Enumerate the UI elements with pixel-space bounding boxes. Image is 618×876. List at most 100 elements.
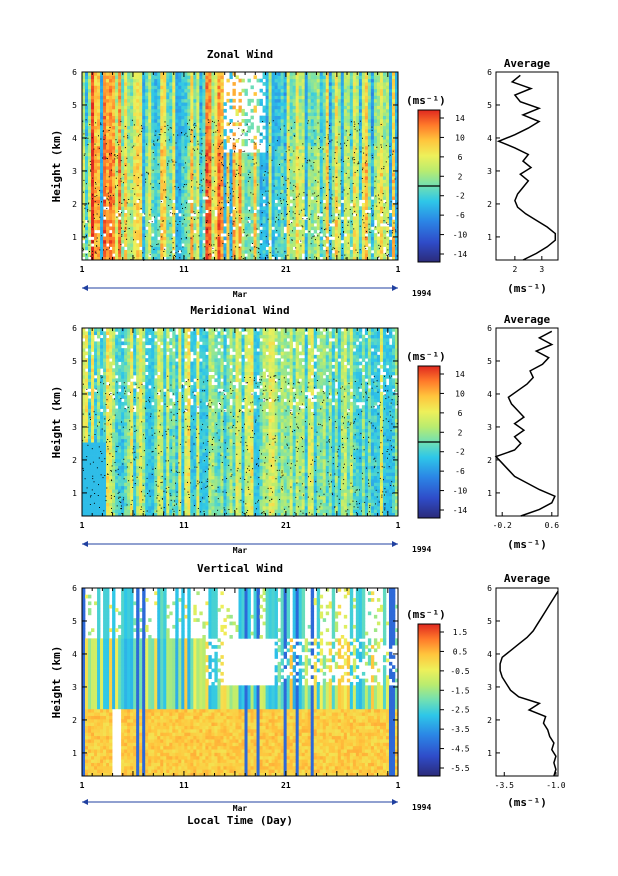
heatmap-cell bbox=[151, 200, 154, 204]
heatmap-cell bbox=[130, 190, 133, 194]
heatmap-cell bbox=[139, 119, 142, 123]
heatmap-cell bbox=[154, 112, 157, 116]
heatmap-cell bbox=[172, 203, 175, 207]
heatmap-cell bbox=[163, 243, 166, 247]
heatmap-cell bbox=[181, 126, 184, 130]
heatmap-cell bbox=[178, 226, 181, 230]
heatmap-cell bbox=[133, 243, 136, 247]
heatmap-cell bbox=[115, 166, 118, 170]
heatmap-cell bbox=[82, 200, 85, 204]
heatmap-cell bbox=[82, 159, 85, 163]
heatmap-cell bbox=[139, 200, 142, 204]
heatmap-cell bbox=[184, 82, 187, 86]
heatmap-cell bbox=[136, 79, 139, 83]
heatmap-cell bbox=[181, 92, 184, 96]
heatmap-cell bbox=[118, 122, 121, 126]
heatmap-cell bbox=[178, 230, 181, 234]
heatmap-cell bbox=[139, 139, 142, 143]
heatmap-cell bbox=[154, 213, 157, 217]
heatmap-cell bbox=[115, 106, 118, 110]
heatmap-cell bbox=[190, 186, 193, 190]
heatmap-cell bbox=[178, 92, 181, 96]
heatmap-cell bbox=[175, 190, 178, 194]
heatmap-cell bbox=[97, 96, 100, 100]
heatmap-cell bbox=[142, 196, 145, 200]
heatmap-cell bbox=[157, 112, 160, 116]
heatmap-cell bbox=[169, 169, 172, 173]
heatmap-cell bbox=[112, 169, 115, 173]
heatmap-cell bbox=[166, 196, 169, 200]
heatmap-cell bbox=[91, 126, 94, 130]
heatmap-cell bbox=[94, 176, 97, 180]
heatmap-cell bbox=[118, 146, 121, 150]
heatmap-cell bbox=[136, 92, 139, 96]
heatmap-cell bbox=[97, 253, 100, 257]
heatmap-cell bbox=[157, 119, 160, 123]
heatmap-cell bbox=[169, 240, 172, 244]
heatmap-cell bbox=[91, 210, 94, 214]
heatmap-cell bbox=[82, 126, 85, 130]
heatmap-cell bbox=[160, 143, 163, 147]
heatmap-cell bbox=[154, 210, 157, 214]
heatmap-cell bbox=[133, 176, 136, 180]
heatmap-cell bbox=[136, 206, 139, 210]
heatmap-cell bbox=[184, 143, 187, 147]
heatmap-cell bbox=[97, 143, 100, 147]
heatmap-cell bbox=[103, 99, 106, 103]
heatmap-cell bbox=[181, 82, 184, 86]
heatmap-cell bbox=[109, 226, 112, 230]
heatmap-cell bbox=[145, 92, 148, 96]
heatmap-cell bbox=[136, 163, 139, 167]
heatmap-cell bbox=[166, 226, 169, 230]
heatmap-cell bbox=[130, 226, 133, 230]
heatmap-cell bbox=[97, 82, 100, 86]
heatmap-cell bbox=[172, 163, 175, 167]
heatmap-cell bbox=[103, 220, 106, 224]
heatmap-cell bbox=[145, 146, 148, 150]
heatmap-cell bbox=[172, 216, 175, 220]
heatmap-cell bbox=[118, 166, 121, 170]
heatmap-cell bbox=[112, 136, 115, 140]
heatmap-cell bbox=[175, 213, 178, 217]
heatmap-cell bbox=[91, 79, 94, 83]
heatmap-cell bbox=[133, 210, 136, 214]
heatmap-cell bbox=[124, 75, 127, 79]
heatmap-cell bbox=[97, 243, 100, 247]
heatmap-cell bbox=[124, 106, 127, 110]
heatmap-cell bbox=[97, 190, 100, 194]
heatmap-cell bbox=[127, 106, 130, 110]
heatmap-cell bbox=[184, 92, 187, 96]
heatmap-cell bbox=[151, 193, 154, 197]
heatmap-cell bbox=[100, 186, 103, 190]
heatmap-cell bbox=[124, 149, 127, 153]
heatmap-cell bbox=[127, 210, 130, 214]
heatmap-cell bbox=[88, 112, 91, 116]
heatmap-cell bbox=[136, 166, 139, 170]
heatmap-cell bbox=[151, 253, 154, 257]
heatmap-cell bbox=[100, 169, 103, 173]
heatmap-cell bbox=[139, 226, 142, 230]
heatmap-cell bbox=[142, 143, 145, 147]
heatmap-cell bbox=[97, 79, 100, 83]
heatmap-cell bbox=[112, 126, 115, 130]
heatmap-cell bbox=[91, 173, 94, 177]
heatmap-cell bbox=[100, 92, 103, 96]
heatmap-cell bbox=[166, 99, 169, 103]
heatmap-cell bbox=[151, 163, 154, 167]
heatmap-cell bbox=[136, 159, 139, 163]
heatmap-cell bbox=[118, 82, 121, 86]
heatmap-cell bbox=[97, 72, 100, 76]
heatmap-cell bbox=[127, 223, 130, 227]
heatmap-cell bbox=[166, 220, 169, 224]
heatmap-cell bbox=[127, 126, 130, 130]
heatmap-cell bbox=[178, 169, 181, 173]
heatmap-cell bbox=[139, 146, 142, 150]
heatmap-cell bbox=[163, 186, 166, 190]
heatmap-cell bbox=[157, 106, 160, 110]
heatmap-cell bbox=[178, 200, 181, 204]
heatmap-cell bbox=[175, 237, 178, 241]
heatmap-cell bbox=[88, 233, 91, 237]
heatmap-cell bbox=[124, 99, 127, 103]
heatmap-cell bbox=[100, 132, 103, 136]
heatmap-cell bbox=[115, 203, 118, 207]
